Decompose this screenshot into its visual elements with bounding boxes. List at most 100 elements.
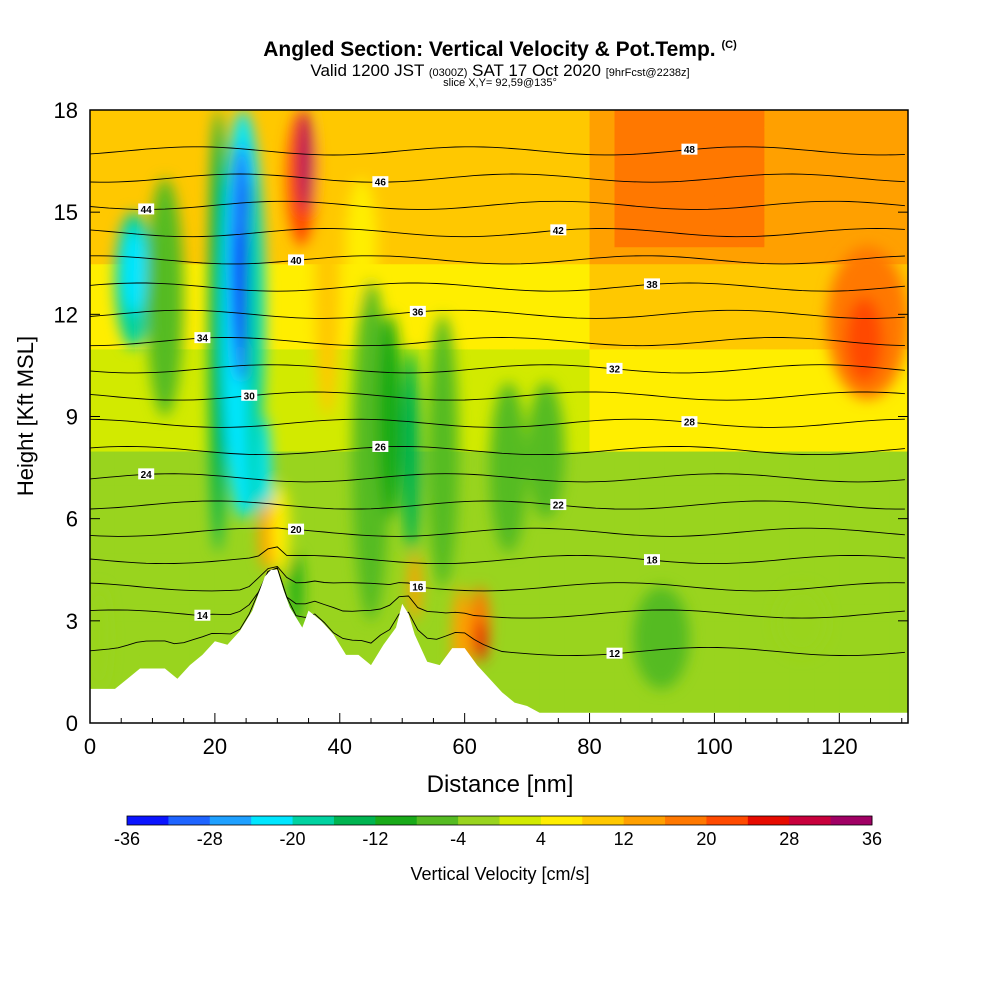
- field-cell: [714, 467, 741, 486]
- field-cell: [439, 127, 466, 146]
- field-cell: [639, 331, 666, 350]
- field-cell: [439, 280, 466, 299]
- field-cell: [189, 178, 216, 197]
- field-cell: [90, 178, 116, 197]
- field-cell: [614, 348, 641, 367]
- field-cell: [539, 671, 566, 690]
- field-cell: [539, 586, 566, 605]
- field-cell: [489, 212, 516, 231]
- field-cell: [789, 399, 816, 418]
- field-cell: [614, 552, 641, 571]
- field-cell: [689, 348, 716, 367]
- field-cell: [839, 501, 866, 520]
- field-cell: [889, 161, 908, 180]
- field-cell: [739, 620, 766, 639]
- field-cell: [714, 331, 741, 350]
- field-cell: [90, 348, 116, 367]
- field-cell: [889, 382, 908, 401]
- field-cell: [814, 450, 841, 469]
- field-cell: [689, 195, 716, 214]
- field-cell: [839, 637, 866, 656]
- field-cell: [639, 433, 666, 452]
- field-cell: [514, 280, 541, 299]
- field-cell: [714, 229, 741, 248]
- field-cell: [789, 297, 816, 316]
- field-cell: [589, 518, 616, 537]
- field-cell: [564, 467, 591, 486]
- colorbar-tick-label: -36: [114, 829, 140, 849]
- field-cell: [664, 450, 691, 469]
- velocity-cell: [633, 586, 690, 689]
- field-cell: [90, 399, 116, 418]
- field-cell: [664, 161, 691, 180]
- x-axis-label: Distance [nm]: [427, 771, 574, 798]
- field-cell: [789, 314, 816, 333]
- field-cell: [639, 246, 666, 265]
- field-cell: [814, 535, 841, 554]
- field-cell: [689, 229, 716, 248]
- theta-contour: [90, 473, 905, 483]
- contour-label-bg: [550, 224, 567, 236]
- field-cell: [564, 127, 591, 146]
- contour-label: 38: [646, 280, 658, 291]
- field-cell: [814, 671, 841, 690]
- field-cell: [839, 450, 866, 469]
- field-cell: [764, 552, 791, 571]
- field-cell: [714, 671, 741, 690]
- velocity-cell: [427, 314, 459, 587]
- field-cell: [739, 195, 766, 214]
- field-cell: [639, 467, 666, 486]
- field-cell: [739, 399, 766, 418]
- velocity-cell: [208, 110, 228, 553]
- field-cell: [339, 127, 366, 146]
- field-cell: [264, 280, 291, 299]
- field-cell: [564, 229, 591, 248]
- field-cell: [164, 637, 191, 656]
- colorbar-swatch: [458, 816, 500, 825]
- field-cell: [464, 399, 491, 418]
- field-cell: [764, 433, 791, 452]
- field-cell: [789, 467, 816, 486]
- field-cell: [90, 297, 116, 316]
- field-cell: [90, 569, 116, 588]
- field-cell: [864, 535, 891, 554]
- field-cell: [889, 518, 908, 537]
- field-cell: [664, 688, 691, 707]
- field-cell: [864, 603, 891, 622]
- field-cell: [814, 382, 841, 401]
- field-cell: [289, 331, 316, 350]
- field-cell: [564, 518, 591, 537]
- field-cell: [839, 535, 866, 554]
- field-cell: [839, 569, 866, 588]
- field-cell: [889, 501, 908, 520]
- field-cell: [114, 586, 141, 605]
- field-cell: [139, 518, 166, 537]
- field-cell: [789, 688, 816, 707]
- field-cell: [114, 569, 141, 588]
- field-cell: [739, 603, 766, 622]
- field-cell: [814, 688, 841, 707]
- field-cell: [864, 229, 891, 248]
- field-cell: [889, 110, 908, 129]
- field-cell: [189, 501, 216, 520]
- field-cell: [90, 382, 116, 401]
- theta-contour: [90, 228, 905, 238]
- field-cell: [839, 399, 866, 418]
- field-cell: [90, 501, 116, 520]
- field-cell: [639, 348, 666, 367]
- field-cell: [90, 110, 116, 129]
- field-cell: [114, 348, 141, 367]
- contour-label-bg: [643, 554, 660, 566]
- contour-label-bg: [643, 278, 660, 290]
- field-cell: [864, 450, 891, 469]
- field-cell: [864, 552, 891, 571]
- field-cell: [664, 297, 691, 316]
- field-cell: [639, 569, 666, 588]
- field-cell: [464, 110, 491, 129]
- field-cell: [514, 127, 541, 146]
- field-cell: [589, 229, 616, 248]
- field-cell: [464, 484, 491, 503]
- field-cell: [689, 501, 716, 520]
- field-cell: [889, 212, 908, 231]
- y-tick-label: 0: [66, 711, 78, 736]
